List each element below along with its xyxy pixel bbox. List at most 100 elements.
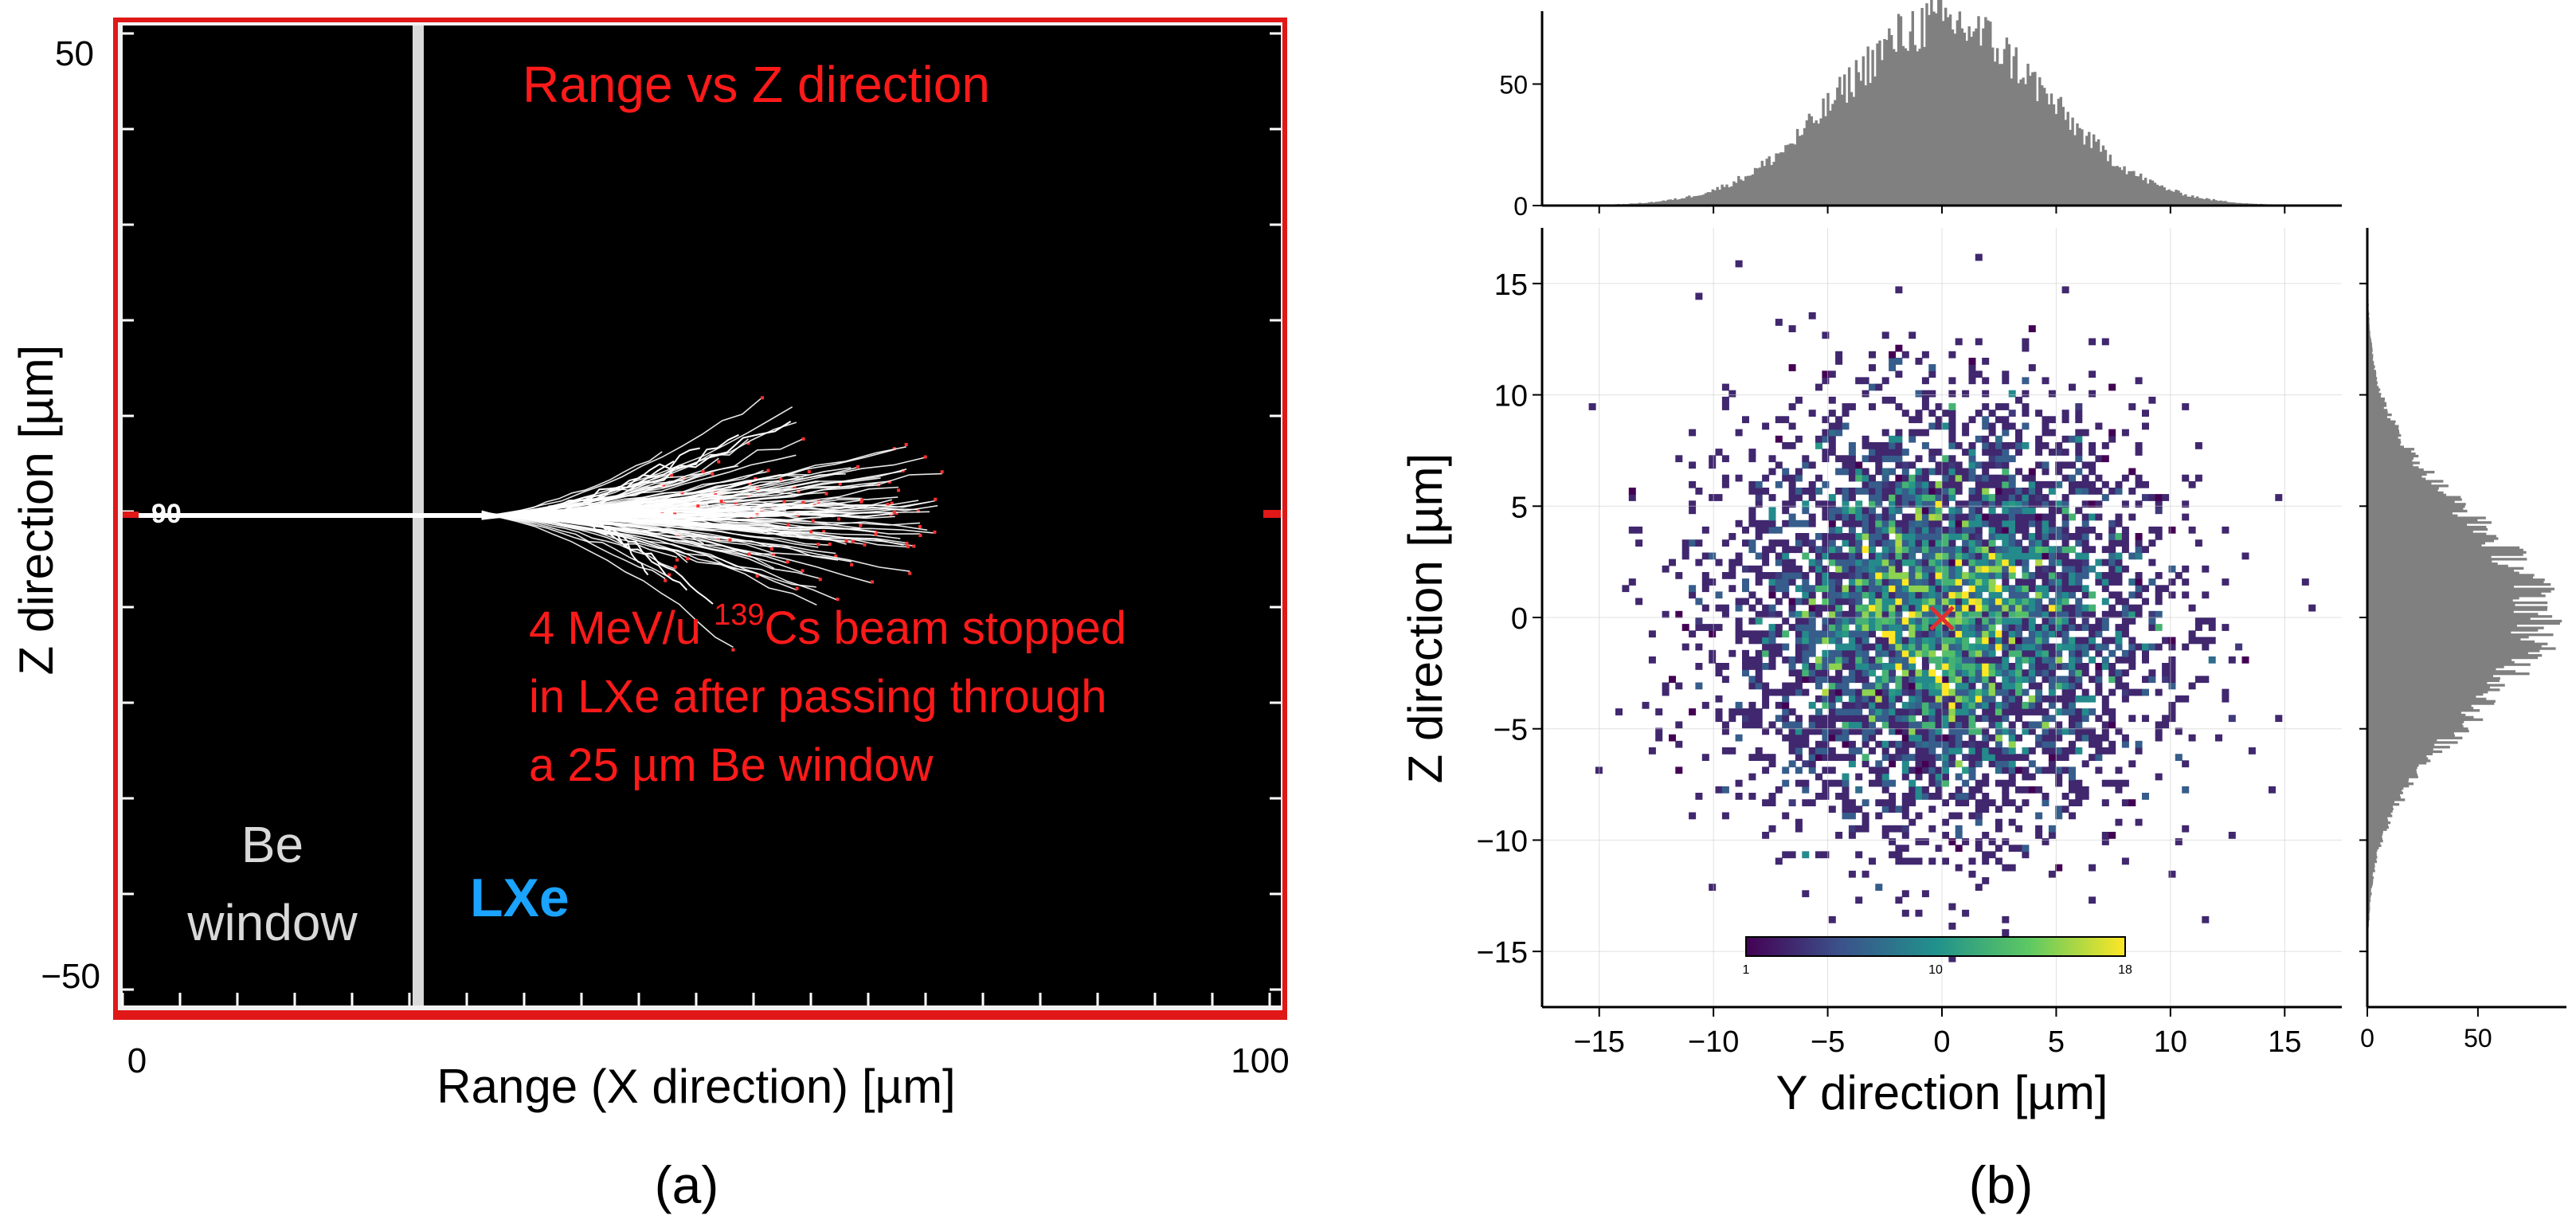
heatmap-cell	[1975, 585, 1983, 593]
heatmap-cell	[1768, 760, 1776, 768]
right-hist-bar	[2367, 636, 2529, 639]
heatmap-cell	[2042, 578, 2049, 586]
heatmap-cell	[2069, 578, 2076, 586]
heatmap-cell	[1869, 494, 1876, 501]
top-hist-bar	[2226, 202, 2230, 206]
top-hist-bar	[2078, 127, 2081, 206]
heatmap-cell	[2081, 624, 2089, 631]
ion-track-long	[546, 433, 739, 516]
heatmap-cell	[2042, 624, 2049, 631]
top-hist-bar	[2165, 190, 2168, 206]
heatmap-cell	[1889, 455, 1897, 463]
heatmap-cell	[1988, 663, 1996, 670]
top-hist-bar	[1991, 47, 1995, 206]
heatmap-cell	[1775, 578, 1783, 586]
heatmap-cell	[2075, 488, 2083, 495]
heatmap-cell	[2202, 637, 2210, 645]
heatmap-cell	[1889, 663, 1897, 670]
heatmap-cell	[1828, 656, 1836, 664]
heatmap-cell	[1962, 429, 1970, 437]
right-hist-bar	[2367, 713, 2466, 717]
heatmap-cell	[2008, 779, 2016, 787]
heatmap-cell	[2075, 572, 2083, 579]
heatmap-cell	[1808, 747, 1816, 755]
heatmap-cell	[1815, 793, 1822, 800]
heatmap-cell	[1808, 565, 1816, 573]
heatmap-cell	[1788, 474, 1796, 482]
heatmap-cell	[2069, 591, 2076, 599]
heatmap-cell	[1955, 533, 1963, 540]
heatmap-cell	[2048, 519, 2056, 527]
heatmap-cell	[1921, 377, 1929, 385]
heatmap-cell	[1742, 526, 1749, 534]
heatmap-cell	[2022, 565, 2030, 573]
heatmap-cell	[1942, 766, 1949, 774]
right-hist-bar	[2367, 359, 2373, 362]
heatmap-cell	[1889, 513, 1897, 521]
track-end-point	[766, 468, 770, 472]
top-hist-bar	[1885, 40, 1889, 206]
top-hist-bar	[1995, 48, 1999, 206]
heatmap-cell	[2028, 604, 2036, 612]
heatmap-cell	[2008, 488, 2016, 495]
heatmap-cell	[1869, 546, 1876, 554]
right-hist-bar	[2367, 527, 2488, 531]
heatmap-cell	[1982, 598, 1990, 606]
heatmap-cell	[1755, 519, 1763, 527]
heatmap-cell	[1988, 610, 1996, 618]
heatmap-cell	[1955, 604, 1963, 612]
heatmap-cell	[1935, 578, 1943, 586]
top-hist-bar	[1753, 167, 1757, 206]
heatmap-cell	[2115, 818, 2123, 826]
heatmap-cell	[2028, 630, 2036, 638]
heatmap-cell	[1855, 637, 1863, 645]
heatmap-cell	[2042, 480, 2049, 488]
heatmap-cell	[1895, 403, 1903, 410]
heatmap-cell	[1822, 779, 1830, 787]
heatmap-cell	[1935, 624, 1943, 631]
heatmap-cell	[2055, 864, 2063, 872]
heatmap-cell	[2048, 390, 2056, 398]
heatmap-cell	[2048, 559, 2056, 566]
heatmap-cell	[1869, 455, 1876, 463]
heatmap-cell	[1828, 429, 1836, 437]
heatmap-cell	[2155, 727, 2163, 735]
heatmap-cell	[1921, 598, 1929, 606]
heatmap-cell	[2194, 624, 2202, 631]
heatmap-cell	[2128, 552, 2136, 560]
heatmap-cell	[2035, 734, 2043, 742]
heatmap-cell	[2042, 838, 2049, 845]
heatmap-cell	[1962, 422, 1970, 430]
heatmap-cell	[1895, 585, 1903, 593]
heatmap-cell	[2135, 449, 2143, 456]
heatmap-cell	[1928, 676, 1936, 684]
track-end-point	[918, 524, 922, 528]
heatmap-cell	[1669, 734, 1676, 742]
heatmap-cell	[1901, 513, 1909, 521]
heatmap-cell	[2115, 480, 2123, 488]
heatmap-cell	[1875, 708, 1883, 715]
heatmap-cell	[2121, 669, 2129, 676]
heatmap-cell	[1995, 682, 2002, 690]
right-hist-bar	[2367, 709, 2480, 712]
heatmap-cell	[2075, 695, 2083, 703]
top-hist-bar	[2144, 178, 2147, 206]
heatmap-cell	[2028, 682, 2036, 690]
heatmap-cell	[2075, 727, 2083, 735]
heatmap-cell	[2108, 649, 2116, 657]
heatmap-cell	[2241, 656, 2249, 664]
heatmap-cell	[1808, 480, 1816, 488]
heatmap-cell	[1901, 793, 1909, 800]
heatmap-cell	[1948, 923, 1956, 930]
heatmap-cell	[1975, 604, 1983, 612]
heatmap-cell	[1915, 727, 1923, 735]
right-hist-bar	[2367, 571, 2519, 574]
heatmap-cell	[2075, 435, 2083, 443]
panel-a-x-tick-min: 0	[127, 1041, 147, 1080]
heatmap-cell	[2002, 526, 2010, 534]
heatmap-cell	[2002, 416, 2010, 424]
heatmap-cell	[2055, 617, 2063, 625]
heatmap-cell	[2002, 754, 2010, 761]
heatmap-cell	[1881, 688, 1889, 696]
heatmap-cell	[1982, 669, 1990, 676]
